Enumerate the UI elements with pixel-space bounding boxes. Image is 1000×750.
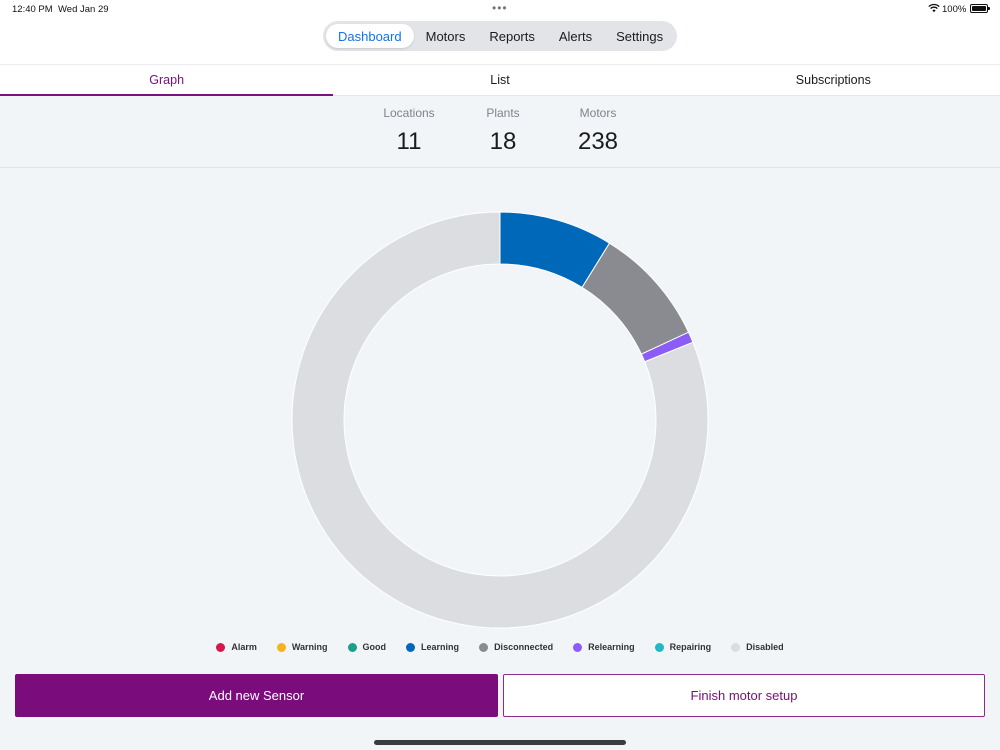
multitasking-dots-icon[interactable]: ••• <box>492 1 508 15</box>
legend-dot-icon <box>731 642 741 652</box>
stat-value: 238 <box>577 128 619 155</box>
tab-list[interactable]: List <box>490 73 510 87</box>
stats-summary: Locations 11 Plants 18 Motors 238 <box>0 96 1000 168</box>
legend-label: Repairing <box>669 642 712 652</box>
legend-item-learning: Learning <box>406 642 459 652</box>
main-nav-segmented-control: Dashboard Motors Reports Alerts Settings <box>323 21 677 51</box>
nav-motors[interactable]: Motors <box>425 28 466 44</box>
finish-motor-setup-button[interactable]: Finish motor setup <box>503 674 985 717</box>
stat-label: Plants <box>486 106 520 120</box>
stat-label: Locations <box>383 106 435 120</box>
legend-item-repairing: Repairing <box>654 642 712 652</box>
battery-icon <box>970 4 990 13</box>
legend-dot-icon <box>347 642 357 652</box>
legend-dot-icon <box>216 642 226 652</box>
stat-motors: Motors 238 <box>570 106 626 156</box>
nav-dashboard[interactable]: Dashboard <box>326 24 414 48</box>
add-new-sensor-button[interactable]: Add new Sensor <box>15 674 498 717</box>
stat-plants: Plants 18 <box>478 106 528 156</box>
nav-settings[interactable]: Settings <box>616 28 664 44</box>
legend-label: Disconnected <box>494 642 554 652</box>
nav-alerts[interactable]: Alerts <box>558 28 593 44</box>
view-tabs: Graph List Subscriptions <box>0 64 1000 96</box>
top-bar: 12:40 PM Wed Jan 29 ••• 100% Dashboard M… <box>0 0 1000 96</box>
legend-item-warning: Warning <box>276 642 328 652</box>
tab-subscriptions[interactable]: Subscriptions <box>795 73 871 87</box>
stat-value: 11 <box>396 128 422 155</box>
legend-item-alarm: Alarm <box>216 642 257 652</box>
home-indicator[interactable] <box>374 740 626 745</box>
legend-dot-icon <box>654 642 664 652</box>
stat-value: 18 <box>489 128 517 155</box>
donut-slice-disabled[interactable] <box>291 211 709 629</box>
motor-status-donut-chart <box>291 211 709 629</box>
legend-dot-icon <box>276 642 286 652</box>
status-bar: 12:40 PM Wed Jan 29 ••• 100% <box>0 0 1000 18</box>
legend-item-disconnected: Disconnected <box>479 642 553 652</box>
stat-locations: Locations 11 <box>378 106 440 156</box>
legend-label: Alarm <box>231 642 257 652</box>
legend-label: Learning <box>421 642 460 652</box>
status-time: 12:40 PM <box>12 4 53 15</box>
legend-label: Relearning <box>588 642 635 652</box>
legend-label: Good <box>362 642 387 652</box>
legend-item-disabled: Disabled <box>731 642 784 652</box>
legend-label: Warning <box>291 642 328 652</box>
nav-reports[interactable]: Reports <box>489 28 535 44</box>
legend-dot-icon <box>573 642 583 652</box>
stat-label: Motors <box>579 106 617 120</box>
wifi-icon <box>928 3 940 16</box>
status-date: Wed Jan 29 <box>58 4 109 15</box>
legend-dot-icon <box>406 642 416 652</box>
legend-item-good: Good <box>347 642 387 652</box>
tab-graph[interactable]: Graph <box>0 65 334 96</box>
chart-legend: Alarm Warning Good Learning Disconnected Rele… <box>0 642 1000 652</box>
legend-item-relearning: Relearning <box>573 642 635 652</box>
legend-dot-icon <box>479 642 489 652</box>
legend-label: Disabled <box>746 642 784 652</box>
battery-percent: 100% <box>942 4 967 15</box>
